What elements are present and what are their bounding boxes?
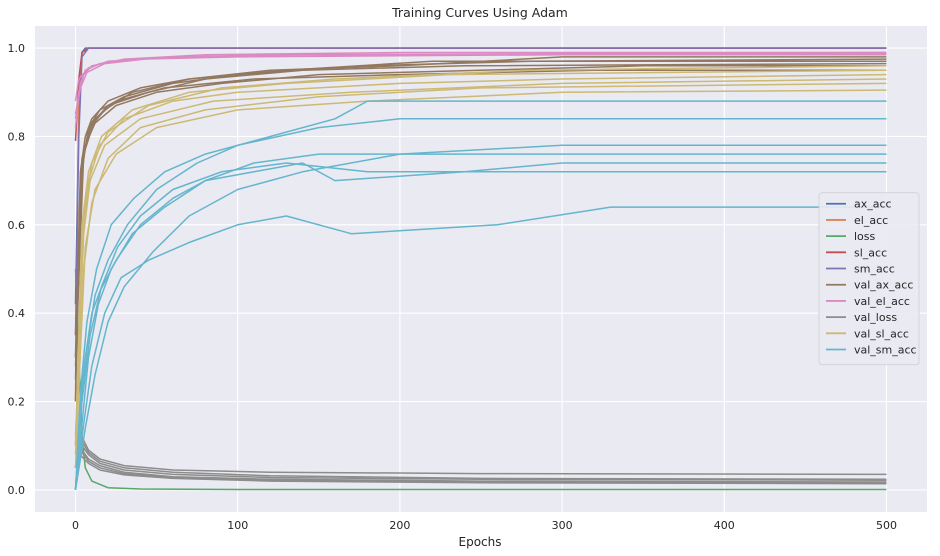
series-line	[74, 52, 887, 119]
legend-entry: val_sl_acc	[854, 327, 909, 340]
x-axis-label: Epochs	[459, 535, 502, 549]
series-line	[74, 69, 887, 446]
legend-entry: val_sm_acc	[854, 344, 917, 357]
series-val-sm-acc	[74, 100, 887, 491]
y-tick-label: 0.6	[8, 219, 26, 232]
y-tick-label: 0.2	[8, 396, 26, 409]
y-tick-label: 1.0	[8, 42, 26, 55]
series-lines	[74, 47, 887, 491]
series-line	[74, 118, 887, 490]
y-tick-label: 0.0	[8, 484, 26, 497]
series-line	[74, 82, 887, 468]
series-loss	[74, 268, 887, 491]
series-line	[74, 144, 887, 491]
plot-area	[35, 26, 927, 512]
x-tick-label: 400	[714, 519, 735, 532]
series-line	[74, 162, 887, 490]
series-val-el-acc	[74, 51, 887, 128]
series-val-sl-acc	[74, 65, 887, 468]
x-tick-label: 200	[389, 519, 410, 532]
legend-entry: sl_acc	[854, 246, 887, 259]
legend-entry: sm_acc	[854, 263, 895, 276]
series-line	[74, 69, 887, 367]
y-tick-label: 0.4	[8, 307, 26, 320]
legend-entry: el_acc	[854, 214, 888, 227]
tick-labels: 0 100 200 300 400 500 0.0 0.2 0.4 0.6 0.8 1.0	[8, 42, 897, 532]
series-line	[74, 47, 887, 336]
series-line	[74, 89, 887, 455]
y-tick-label: 0.8	[8, 130, 26, 143]
x-tick-label: 0	[72, 519, 79, 532]
series-line	[74, 162, 887, 490]
series-line	[74, 206, 887, 490]
series-sm-acc	[74, 47, 887, 336]
series-line	[74, 78, 887, 446]
series-line	[74, 100, 887, 490]
series-line	[74, 73, 887, 446]
x-tick-label: 300	[552, 519, 573, 532]
series-val-ax-acc	[74, 56, 887, 402]
legend-entry: loss	[854, 230, 876, 243]
legend-entry: val_ax_acc	[854, 279, 913, 292]
legend-entry: ax_acc	[854, 198, 892, 211]
x-tick-label: 100	[227, 519, 248, 532]
x-tick-label: 500	[876, 519, 897, 532]
legend-entry: val_loss	[854, 311, 897, 324]
legend-entry: val_el_acc	[854, 295, 910, 308]
series-line	[74, 65, 887, 437]
series-line	[74, 268, 887, 491]
chart-title: Training Curves Using Adam	[391, 5, 568, 20]
